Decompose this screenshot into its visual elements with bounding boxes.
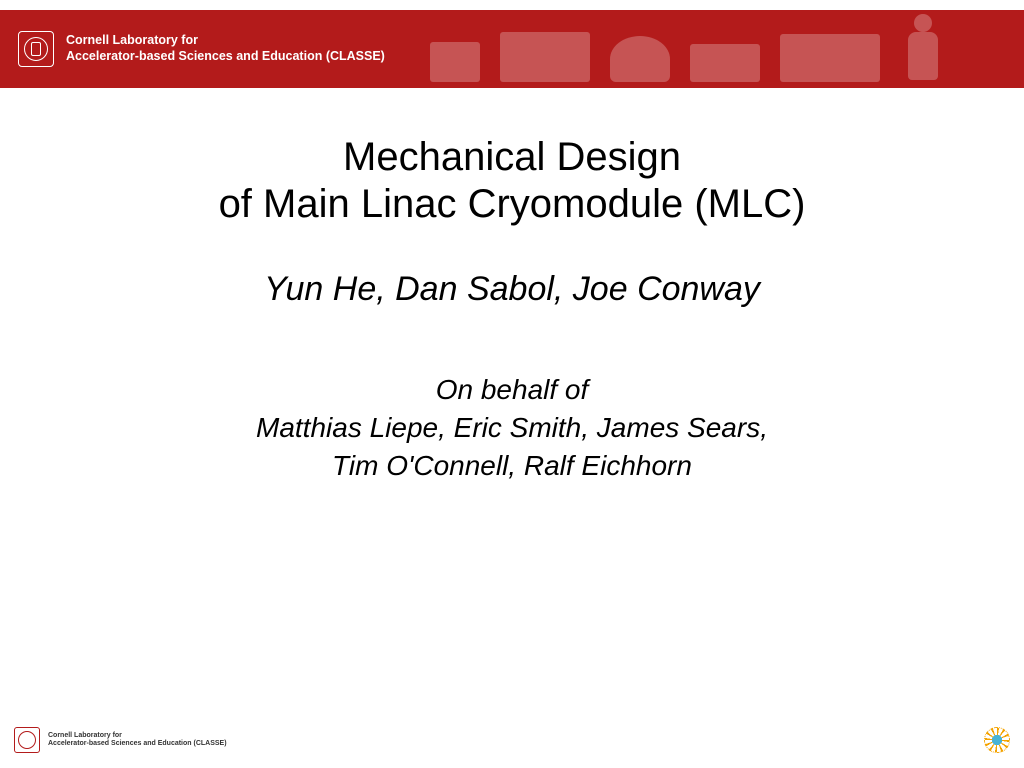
behalf-intro: On behalf of (0, 371, 1024, 409)
cornell-seal-icon (18, 31, 54, 67)
behalf-names-line1: Matthias Liepe, Eric Smith, James Sears, (0, 409, 1024, 447)
title-line1: Mechanical Design (0, 134, 1024, 181)
partner-logo-icon (984, 727, 1010, 753)
footer-lab-name: Cornell Laboratory for Accelerator-based… (48, 732, 227, 749)
footer-lab-line2: Accelerator-based Sciences and Education… (48, 740, 227, 748)
title-line2: of Main Linac Cryomodule (MLC) (0, 181, 1024, 228)
footer-lab-line1: Cornell Laboratory for (48, 732, 227, 740)
header-band: Cornell Laboratory for Accelerator-based… (0, 10, 1024, 88)
footer: Cornell Laboratory for Accelerator-based… (0, 720, 1024, 760)
footer-left: Cornell Laboratory for Accelerator-based… (14, 727, 227, 753)
slide-content: Mechanical Design of Main Linac Cryomodu… (0, 134, 1024, 485)
slide-title: Mechanical Design of Main Linac Cryomodu… (0, 134, 1024, 228)
slide-authors: Yun He, Dan Sabol, Joe Conway (0, 270, 1024, 309)
footer-cornell-seal-icon (14, 727, 40, 753)
header-left: Cornell Laboratory for Accelerator-based… (18, 31, 385, 67)
header-decor-machinery-icon (430, 10, 1024, 88)
on-behalf-block: On behalf of Matthias Liepe, Eric Smith,… (0, 371, 1024, 484)
behalf-names-line2: Tim O'Connell, Ralf Eichhorn (0, 447, 1024, 485)
slide: Cornell Laboratory for Accelerator-based… (0, 0, 1024, 768)
header-lab-name: Cornell Laboratory for Accelerator-based… (66, 33, 385, 64)
header-lab-line2: Accelerator-based Sciences and Education… (66, 49, 385, 65)
header-lab-line1: Cornell Laboratory for (66, 33, 385, 49)
